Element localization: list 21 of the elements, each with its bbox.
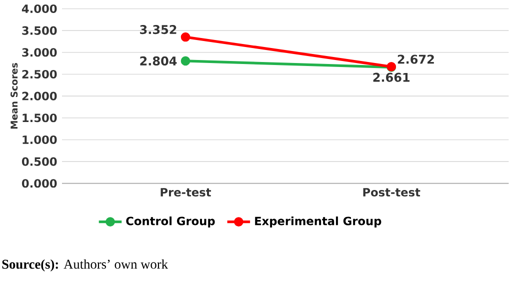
data-label: 2.804 [140,56,177,66]
y-tick-label: 3.000 [22,48,57,56]
data-label: 2.672 [398,54,434,64]
data-label: 3.352 [140,24,176,34]
y-tick-label: 1.000 [22,135,57,144]
x-tick-label: Pre-test [160,188,212,196]
x-tick-label: Post-test [363,188,420,196]
point [180,32,190,42]
y-tick-label: 3.500 [22,26,57,35]
text: Source(s): Authors’ own work [2,259,168,272]
y-tick-label: 0.000 [22,178,57,188]
y-tick-label: 0.500 [22,157,57,166]
y-tick-label: 1.500 [22,113,57,122]
legend-label: Experimental Group [255,216,382,228]
legend-label: Control Group [126,216,215,228]
y-tick-label: 2.500 [22,70,57,78]
y-axis-title: Mean Scores [10,62,18,128]
y-tick-label: 2.000 [22,92,57,100]
y-tick-label: 4.000 [22,4,57,13]
data-label: 2.661 [373,72,410,82]
point [180,56,190,66]
